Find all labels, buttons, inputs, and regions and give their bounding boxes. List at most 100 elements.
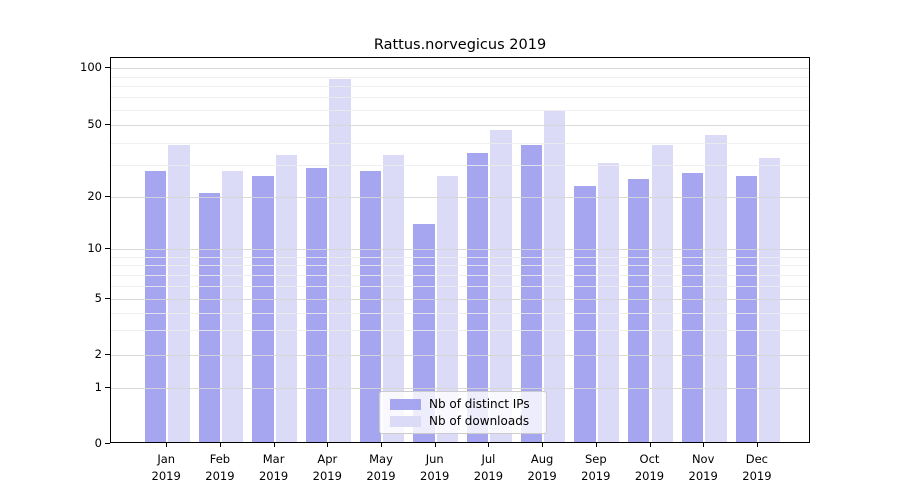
- bar-downloads: [168, 144, 190, 442]
- y-tick-mark: [105, 386, 110, 388]
- legend-item: Nb of distinct IPs: [380, 397, 546, 411]
- x-tick-mark: [703, 443, 705, 447]
- x-tick-label-line: 2019: [258, 468, 289, 483]
- y-tick-mark: [105, 443, 110, 444]
- x-tick-label-line: Jun: [425, 452, 444, 466]
- gridline-minor: [111, 265, 809, 267]
- bar-downloads: [329, 78, 351, 442]
- x-tick-mark: [756, 443, 758, 447]
- bar-distinct-ips: [574, 186, 596, 442]
- x-tick-label-line: 2019: [366, 468, 396, 483]
- x-tick-label-line: 2019: [151, 468, 181, 483]
- bar-distinct-ips: [305, 167, 328, 442]
- x-tick-label-line: 2019: [205, 468, 235, 483]
- y-tick-label: 10: [87, 241, 102, 255]
- x-tick-label-line: 2019: [420, 468, 450, 483]
- bar-downloads: [436, 176, 459, 442]
- y-tick-label: 100: [80, 60, 102, 74]
- gridline-minor: [111, 165, 809, 167]
- x-tick-label: Apr 2019: [297, 451, 357, 484]
- gridline-major: [111, 249, 809, 250]
- x-tick-label-line: Nov: [691, 452, 715, 466]
- x-tick-label-line: 2019: [473, 468, 504, 483]
- y-tick-mark: [105, 196, 110, 197]
- x-tick-label-line: May: [369, 452, 393, 466]
- bar-distinct-ips: [252, 176, 274, 442]
- x-tick-label: Aug 2019: [512, 451, 572, 484]
- x-tick-label-line: 2019: [527, 468, 557, 483]
- x-tick-label: Jun 2019: [405, 451, 465, 484]
- legend-label: Nb of downloads: [429, 414, 530, 428]
- y-tick-label: 5: [94, 291, 102, 305]
- x-tick-label-line: 2019: [634, 468, 665, 483]
- bar-distinct-ips: [467, 153, 489, 442]
- y-tick-label: 50: [87, 117, 102, 131]
- x-tick-label: Mar 2019: [244, 451, 304, 484]
- bar-downloads: [597, 162, 620, 442]
- x-tick-label-line: Feb: [209, 452, 231, 466]
- gridline-major: [111, 299, 809, 300]
- gridline-minor: [111, 110, 809, 111]
- x-tick-label-line: 2019: [312, 468, 342, 483]
- y-tick-label: 1: [94, 379, 102, 394]
- x-tick-mark: [219, 443, 221, 447]
- y-tick-mark: [105, 67, 110, 68]
- gridline-minor: [111, 312, 809, 314]
- gridline-minor: [111, 330, 809, 332]
- gridline-minor: [111, 97, 809, 99]
- bar-distinct-ips: [198, 193, 220, 442]
- x-tick-label: Feb 2019: [190, 451, 250, 484]
- x-tick-label-line: Jan: [157, 452, 176, 466]
- x-tick-mark: [434, 443, 436, 447]
- x-tick-label-line: 2019: [688, 468, 718, 483]
- bar-distinct-ips: [144, 170, 167, 442]
- bar-distinct-ips: [628, 179, 650, 442]
- x-tick-mark: [488, 443, 490, 447]
- bar-distinct-ips: [681, 173, 704, 442]
- x-tick-label: Jan 2019: [136, 451, 196, 484]
- legend-swatch-distinct_ips: [390, 398, 421, 410]
- bar-downloads: [383, 155, 405, 442]
- legend-swatch-downloads: [390, 415, 421, 427]
- x-tick-label-line: Aug: [530, 452, 554, 466]
- legend-item: Nb of downloads: [380, 414, 546, 428]
- gridline-minor: [111, 86, 809, 88]
- gridline-minor: [111, 285, 809, 287]
- x-tick-mark: [649, 443, 651, 447]
- gridline-major: [111, 125, 809, 126]
- bar-downloads: [758, 157, 781, 442]
- y-tick-label: 0: [94, 436, 102, 450]
- x-tick-label-line: 2019: [742, 468, 772, 483]
- gridline-major: [111, 355, 809, 356]
- bar-distinct-ips: [735, 176, 757, 442]
- x-tick-label-line: Mar: [262, 452, 285, 466]
- bar-distinct-ips: [359, 170, 381, 442]
- gridline-minor: [111, 142, 809, 144]
- y-tick-label: 2: [94, 347, 102, 361]
- x-tick-label-line: Oct: [639, 452, 660, 466]
- chart-title: Rattus.norvegicus 2019: [373, 37, 547, 53]
- gridline-minor: [111, 256, 809, 258]
- bar-downloads: [275, 155, 297, 442]
- legend: Nb of distinct IPs Nb of downloads: [379, 391, 547, 434]
- gridline-major: [111, 68, 809, 69]
- x-tick-label: Dec 2019: [727, 451, 787, 484]
- gridline-major: [111, 387, 809, 389]
- bar-downloads: [544, 111, 566, 442]
- bar-distinct-ips: [413, 223, 435, 442]
- x-tick-mark: [542, 443, 544, 447]
- y-tick-mark: [105, 298, 110, 299]
- x-tick-mark: [273, 443, 275, 447]
- legend-label: Nb of distinct IPs: [429, 397, 530, 411]
- plot-area: [110, 57, 810, 443]
- x-tick-mark: [595, 443, 597, 447]
- x-tick-label-line: Jul: [481, 452, 496, 466]
- y-tick-mark: [105, 354, 110, 355]
- x-tick-label-line: Apr: [317, 452, 338, 466]
- gridline-minor: [111, 76, 809, 78]
- bar-distinct-ips: [520, 144, 543, 442]
- x-tick-label: Sep 2019: [566, 451, 626, 484]
- x-tick-label: Jul 2019: [458, 451, 518, 484]
- y-tick-mark: [105, 248, 110, 249]
